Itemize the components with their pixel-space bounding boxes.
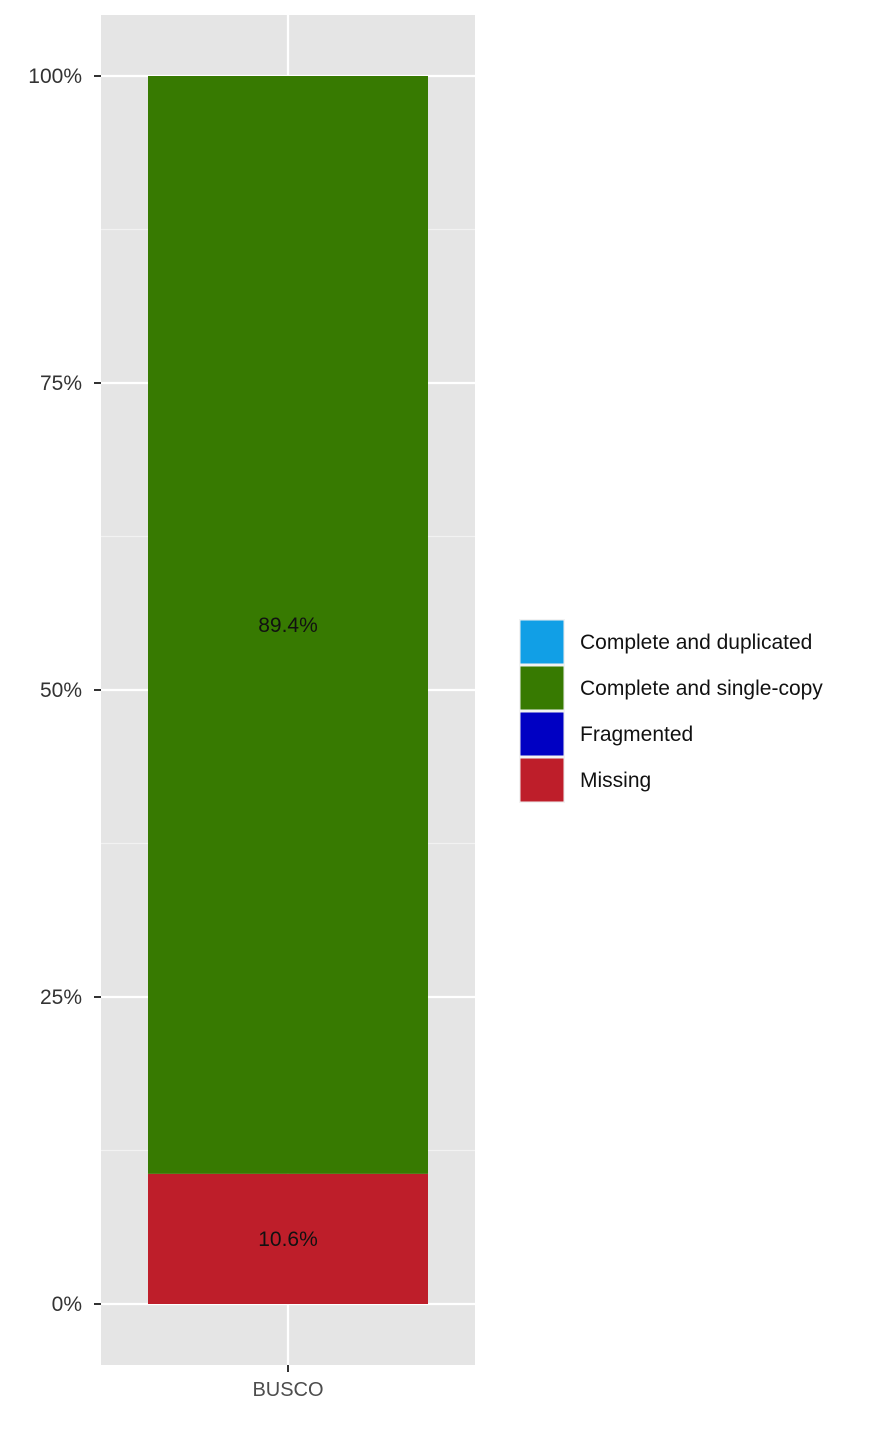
legend-swatch	[520, 712, 564, 756]
bar-segment-complete-and-single-copy	[148, 76, 428, 1174]
y-tick-label: 75%	[40, 372, 82, 395]
y-tick-label: 100%	[28, 65, 82, 88]
bar-segment-missing	[148, 1173, 428, 1304]
data-labels: 89.4% 10.6%	[258, 614, 318, 1251]
y-tick-label: 50%	[40, 679, 82, 702]
legend: Complete and duplicated Complete and sing…	[519, 619, 823, 803]
y-axis: 0% 25% 50% 75% 100%	[28, 65, 101, 1316]
legend-swatch	[520, 620, 564, 664]
y-tick-label: 25%	[40, 986, 82, 1009]
legend-swatch	[520, 758, 564, 802]
y-tick-label: 0%	[52, 1293, 82, 1316]
x-tick-label: BUSCO	[252, 1379, 323, 1401]
legend-label: Missing	[580, 769, 651, 792]
legend-label: Complete and duplicated	[580, 631, 812, 654]
legend-swatch	[520, 666, 564, 710]
data-label: 89.4%	[258, 614, 318, 637]
bar-segments	[148, 76, 428, 1304]
data-label: 10.6%	[258, 1228, 318, 1251]
x-axis: BUSCO	[252, 1365, 324, 1401]
legend-label: Fragmented	[580, 723, 693, 746]
legend-label: Complete and single-copy	[580, 677, 823, 700]
